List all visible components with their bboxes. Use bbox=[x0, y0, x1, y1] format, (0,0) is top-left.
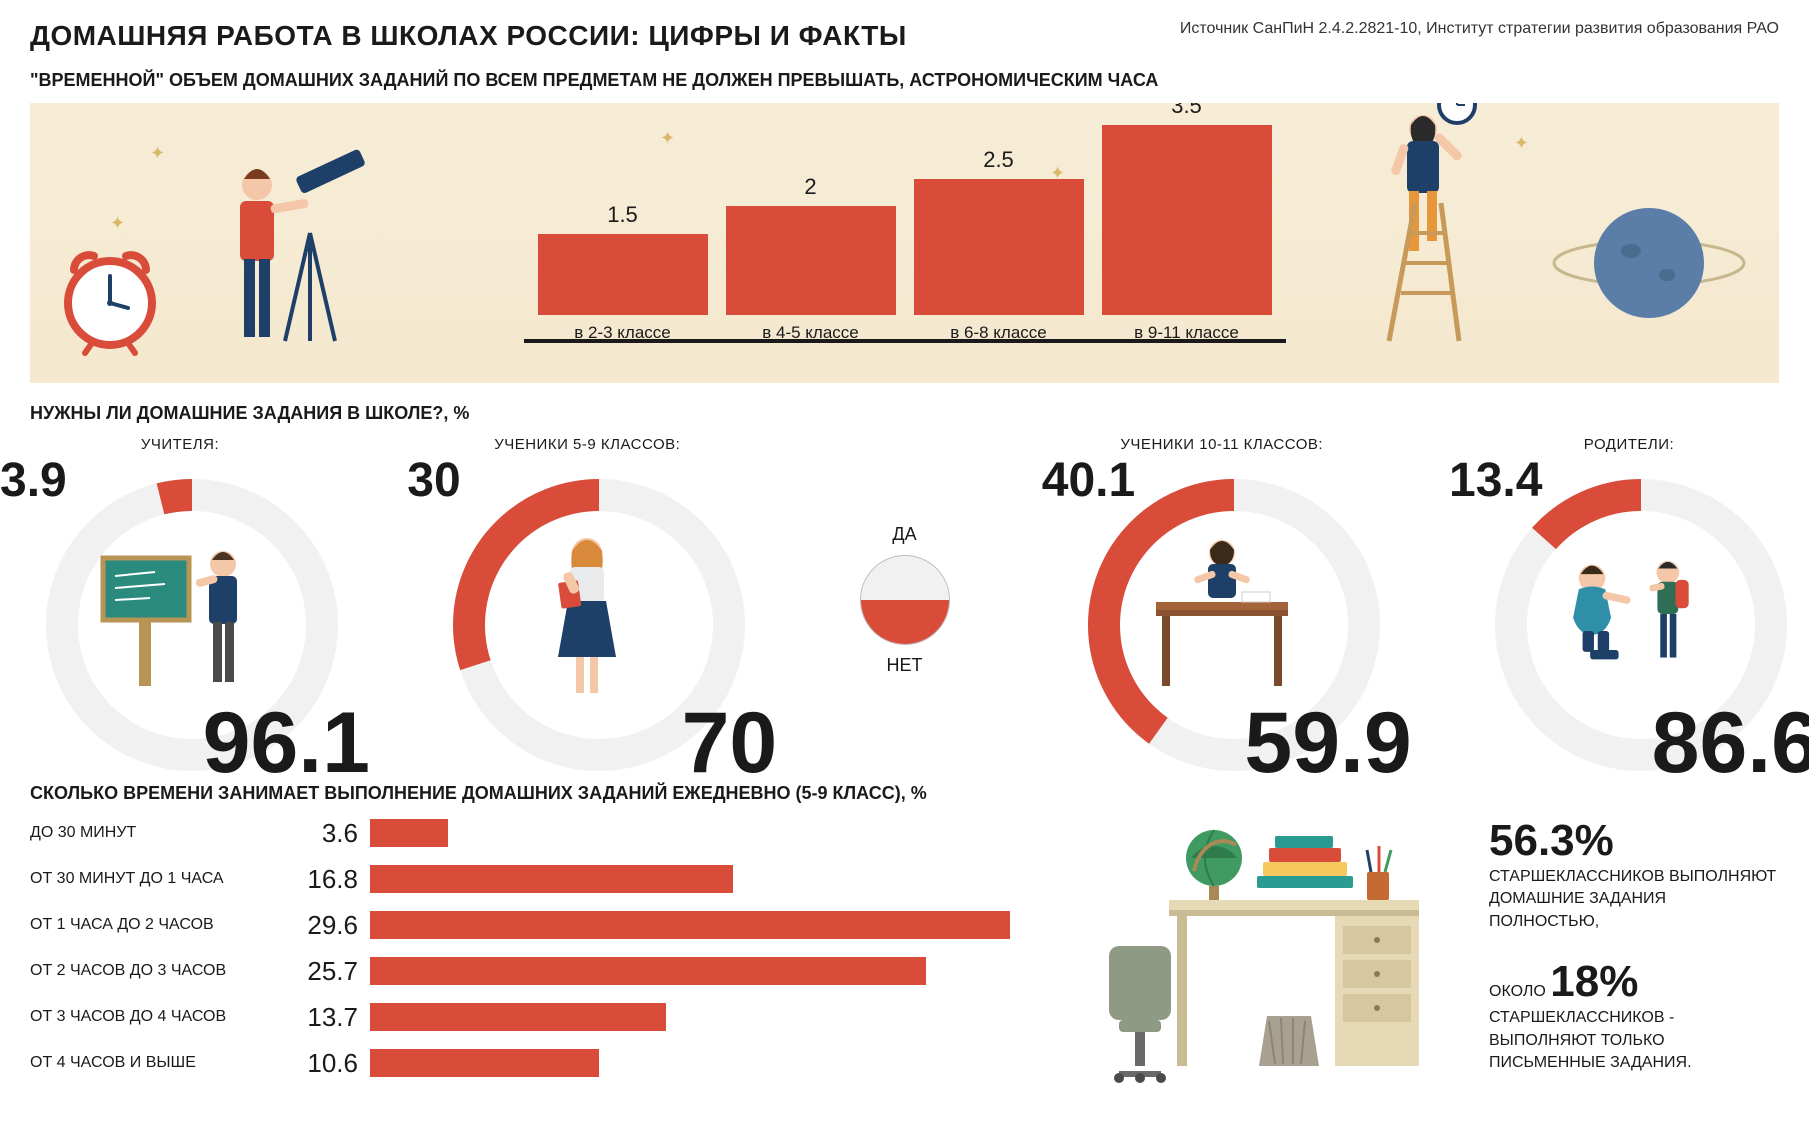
bar-col: 3.5 в 9-11 классе bbox=[1102, 103, 1272, 343]
stat-text: СТАРШЕКЛАССНИКОВ - ВЫПОЛНЯЮТ ТОЛЬКО ПИСЬ… bbox=[1489, 1007, 1779, 1074]
bar bbox=[538, 234, 708, 315]
legend-no-label: НЕТ bbox=[887, 655, 923, 676]
bar-col: 2.5 в 6-8 классе bbox=[914, 147, 1084, 343]
hbar-value: 29.6 bbox=[300, 910, 370, 941]
hbar-label: ОТ 30 МИНУТ ДО 1 ЧАСА bbox=[30, 870, 300, 888]
hbar-row: ОТ 30 МИНУТ ДО 1 ЧАСА 16.8 bbox=[30, 862, 1059, 896]
hbar-bar bbox=[370, 865, 733, 893]
hbar-bar bbox=[370, 1049, 599, 1077]
donut-no-value: 40.1 bbox=[1042, 453, 1135, 508]
donut-yes-value: 59.9 bbox=[1244, 694, 1411, 793]
planet-icon bbox=[1549, 173, 1749, 358]
donut-no-value: 13.4 bbox=[1449, 453, 1542, 508]
donut-yes-value: 96.1 bbox=[203, 694, 370, 793]
page-title: ДОМАШНЯЯ РАБОТА В ШКОЛАХ РОССИИ: ЦИФРЫ И… bbox=[30, 20, 907, 52]
hbar-bar bbox=[370, 911, 1010, 939]
star-icon: ✦ bbox=[110, 213, 125, 234]
stat-line: 56.3% bbox=[1489, 816, 1779, 866]
hbar-value: 16.8 bbox=[300, 864, 370, 895]
hbar-row: ОТ 2 ЧАСОВ ДО 3 ЧАСОВ 25.7 bbox=[30, 954, 1059, 988]
donut-block: РОДИТЕЛИ: 13.4 bbox=[1479, 436, 1779, 763]
hbar-value: 10.6 bbox=[300, 1048, 370, 1079]
donut-illustration-icon bbox=[1539, 523, 1719, 703]
donut-label: УЧЕНИКИ 10-11 КЛАССОВ: bbox=[1120, 436, 1323, 453]
hbar-label: ОТ 3 ЧАСОВ ДО 4 ЧАСОВ bbox=[30, 1008, 300, 1026]
star-icon: ✦ bbox=[150, 143, 165, 164]
section1-chart: ✦ ✦ ✦ ✦ ✦ bbox=[30, 103, 1779, 383]
bar bbox=[726, 206, 896, 315]
hbar-row: ДО 30 МИНУТ 3.6 bbox=[30, 816, 1059, 850]
bar-value: 2 bbox=[804, 174, 816, 200]
bar-value: 2.5 bbox=[983, 147, 1014, 173]
bar-col: 2 в 4-5 классе bbox=[726, 174, 896, 343]
hbar-row: ОТ 3 ЧАСОВ ДО 4 ЧАСОВ 13.7 bbox=[30, 1000, 1059, 1034]
section1-title: "ВРЕМЕННОЙ" ОБЪЕМ ДОМАШНИХ ЗАДАНИЙ ПО ВС… bbox=[30, 70, 1779, 91]
stat-line: ОКОЛО 18% bbox=[1489, 957, 1779, 1007]
stat-big-value: 18% bbox=[1550, 957, 1638, 1006]
bar-value: 3.5 bbox=[1171, 103, 1202, 119]
source-text: Источник СанПиН 2.4.2.2821-10, Институт … bbox=[1180, 20, 1779, 38]
donut-chart: 40.1 59.9 bbox=[1072, 463, 1372, 763]
bar-value: 1.5 bbox=[607, 202, 638, 228]
stat-prefix: ОКОЛО bbox=[1489, 983, 1550, 1000]
donut-no-value: 30 bbox=[407, 453, 460, 508]
donut-chart: 13.4 86.6 bbox=[1479, 463, 1779, 763]
hbar-label: ОТ 2 ЧАСОВ ДО 3 ЧАСОВ bbox=[30, 962, 300, 980]
alarm-clock-icon bbox=[50, 238, 170, 363]
bar bbox=[1102, 125, 1272, 315]
hbar-label: ОТ 4 ЧАСОВ И ВЫШЕ bbox=[30, 1054, 300, 1072]
bar-col: 1.5 в 2-3 классе bbox=[538, 202, 708, 343]
section3-content: ДО 30 МИНУТ 3.6 ОТ 30 МИНУТ ДО 1 ЧАСА 16… bbox=[30, 816, 1779, 1106]
hbar-row: ОТ 4 ЧАСОВ И ВЫШЕ 10.6 bbox=[30, 1046, 1059, 1080]
donut-legend: ДА НЕТ bbox=[845, 524, 965, 676]
hbar-label: ОТ 1 ЧАСА ДО 2 ЧАСОВ bbox=[30, 916, 300, 934]
star-icon: ✦ bbox=[1514, 133, 1529, 154]
donut-block: УЧЕНИКИ 5-9 КЛАССОВ: 30 70 bbox=[437, 436, 737, 763]
donut-label: УЧИТЕЛЯ: bbox=[141, 436, 219, 453]
hbar-value: 13.7 bbox=[300, 1002, 370, 1033]
donut-block: УЧЕНИКИ 10-11 КЛАССОВ: 40.1 59.9 bbox=[1072, 436, 1372, 763]
donut-block: УЧИТЕЛЯ: 3.9 96.1 bbox=[30, 436, 330, 763]
desk-illustration-icon bbox=[1089, 816, 1449, 1106]
ladder-person-icon bbox=[1349, 103, 1509, 343]
legend-yes-label: ДА bbox=[892, 524, 916, 545]
hbar-bar bbox=[370, 957, 926, 985]
donut-no-value: 3.9 bbox=[0, 453, 67, 508]
stat-big-value: 56.3% bbox=[1489, 816, 1614, 865]
hbar-bar bbox=[370, 819, 448, 847]
donut-label: УЧЕНИКИ 5-9 КЛАССОВ: bbox=[494, 436, 680, 453]
donut-illustration-icon bbox=[497, 523, 677, 703]
stat-block: ОКОЛО 18% СТАРШЕКЛАССНИКОВ - ВЫПОЛНЯЮТ Т… bbox=[1489, 957, 1779, 1074]
section2-title: НУЖНЫ ЛИ ДОМАШНИЕ ЗАДАНИЯ В ШКОЛЕ?, % bbox=[30, 403, 1779, 424]
donut-yes-value: 70 bbox=[682, 694, 778, 793]
hbar-row: ОТ 1 ЧАСА ДО 2 ЧАСОВ 29.6 bbox=[30, 908, 1059, 942]
bar bbox=[914, 179, 1084, 315]
hbar-value: 3.6 bbox=[300, 818, 370, 849]
hbar-value: 25.7 bbox=[300, 956, 370, 987]
stat-block: 56.3% СТАРШЕКЛАССНИКОВ ВЫПОЛНЯЮТ ДОМАШНИ… bbox=[1489, 816, 1779, 933]
telescope-person-icon bbox=[200, 123, 380, 343]
stat-text: СТАРШЕКЛАССНИКОВ ВЫПОЛНЯЮТ ДОМАШНИЕ ЗАДА… bbox=[1489, 866, 1779, 933]
hbar-label: ДО 30 МИНУТ bbox=[30, 824, 300, 842]
donut-chart: 30 70 bbox=[437, 463, 737, 763]
donuts-section: УЧИТЕЛЯ: 3.9 96.1 УЧЕНИКИ 5-9 bbox=[30, 436, 1779, 763]
donut-yes-value: 86.6 bbox=[1652, 694, 1809, 793]
legend-circle-icon bbox=[860, 555, 950, 645]
hbar-bar bbox=[370, 1003, 666, 1031]
donut-label: РОДИТЕЛИ: bbox=[1584, 436, 1674, 453]
donut-illustration-icon bbox=[90, 523, 270, 703]
donut-chart: 3.9 96.1 bbox=[30, 463, 330, 763]
donut-illustration-icon bbox=[1132, 523, 1312, 703]
